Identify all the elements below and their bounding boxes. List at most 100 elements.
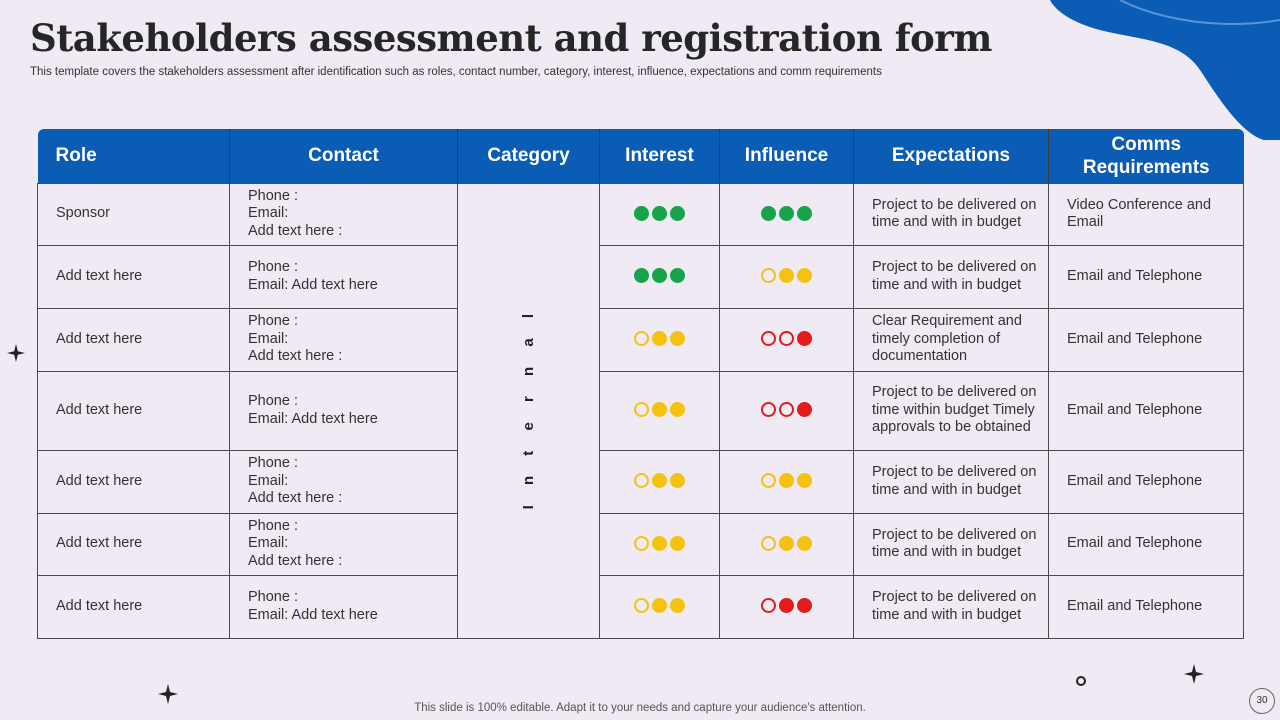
- interest-dot-icon: [652, 268, 667, 284]
- interest-dot-icon: [652, 402, 667, 418]
- cell-role: Add text here: [37, 307, 230, 372]
- contact-line: Email:: [248, 330, 289, 347]
- influence-dot-icon: [761, 268, 776, 284]
- cell-expectations: Project to be delivered on time and with…: [853, 512, 1049, 576]
- influence-dot-icon: [797, 473, 812, 489]
- influence-dot-icon: [797, 598, 812, 614]
- cell-comms: Email and Telephone: [1048, 574, 1244, 639]
- cell-comms: Email and Telephone: [1048, 370, 1244, 451]
- page-subtitle: This template covers the stakeholders as…: [30, 66, 882, 78]
- interest-dot-icon: [652, 205, 667, 221]
- cell-contact: Phone : Email: Add text here :: [229, 449, 458, 514]
- interest-dot-icon: [634, 535, 649, 551]
- cell-influence: [719, 512, 854, 576]
- header-influence: Influence: [719, 129, 854, 183]
- interest-dot-icon: [670, 598, 685, 614]
- contact-line: Add text here :: [248, 490, 343, 507]
- interest-dot-icon: [652, 473, 667, 489]
- influence-dot-icon: [779, 402, 794, 418]
- contact-line: Add text here :: [248, 552, 343, 569]
- influence-dot-icon: [797, 535, 812, 551]
- cell-interest: [599, 449, 720, 514]
- interest-dot-icon: [634, 331, 649, 347]
- contact-line: Phone :: [248, 187, 298, 204]
- influence-dot-icon: [761, 473, 776, 489]
- cell-comms: Email and Telephone: [1048, 244, 1244, 309]
- table-header-row: Role Contact Category Interest Influence…: [37, 129, 1244, 183]
- interest-dot-icon: [670, 205, 685, 221]
- contact-line: Phone :: [248, 517, 298, 534]
- cell-contact: Phone : Email: Add text here: [229, 370, 458, 451]
- header-contact: Contact: [229, 129, 458, 183]
- cell-expectations: Project to be delivered on time and with…: [853, 182, 1049, 246]
- contact-line: Phone :: [248, 313, 298, 330]
- header-comms-requirements: Comms Requirements: [1048, 129, 1244, 183]
- cell-comms: Video Conference and Email: [1048, 182, 1244, 246]
- cell-role: Add text here: [37, 574, 230, 639]
- table-row: Add text here Phone : Email: Add text here…: [37, 244, 1244, 309]
- contact-line: Email:: [248, 205, 289, 222]
- contact-line: Add text here :: [248, 348, 343, 365]
- contact-line: Phone :: [248, 589, 298, 605]
- cell-expectations: Project to be delivered on time and with…: [853, 244, 1049, 309]
- cell-contact: Phone : Email: Add text here :: [229, 182, 458, 246]
- sparkle-icon: [7, 344, 25, 362]
- header-expectations: Expectations: [853, 129, 1049, 183]
- cell-interest: [599, 574, 720, 639]
- table-row: Add text here Phone : Email: Add text here …: [37, 307, 1244, 372]
- cell-comms: Email and Telephone: [1048, 512, 1244, 576]
- cell-influence: [719, 449, 854, 514]
- interest-dot-icon: [670, 402, 685, 418]
- cell-interest: [599, 244, 720, 309]
- header-category: Category: [457, 129, 600, 183]
- cell-influence: [719, 370, 854, 451]
- influence-dot-icon: [761, 331, 776, 347]
- contact-line: Email: Add text here: [248, 606, 378, 623]
- sparkle-icon: [158, 684, 178, 704]
- interest-dot-icon: [634, 268, 649, 284]
- table-row: Add text here Phone : Email: Add text here …: [37, 512, 1244, 576]
- cell-influence: [719, 307, 854, 372]
- cell-expectations: Clear Requirement and timely completion …: [853, 307, 1049, 372]
- cell-expectations: Project to be delivered on time and with…: [853, 449, 1049, 514]
- cell-contact: Phone : Email: Add text here :: [229, 512, 458, 576]
- stakeholder-table-container: Role Contact Category Interest Influence…: [37, 129, 1244, 639]
- cell-contact: Phone : Email: Add text here: [229, 244, 458, 309]
- cell-expectations: Project to be delivered on time within b…: [853, 370, 1049, 451]
- page-number: 30: [1249, 688, 1275, 714]
- header-role: Role: [37, 129, 230, 183]
- interest-dot-icon: [652, 598, 667, 614]
- contact-line: Email: Add text here: [248, 276, 378, 293]
- interest-dot-icon: [634, 402, 649, 418]
- decorative-blob: [1050, 0, 1280, 140]
- table-row: Add text here Phone : Email: Add text here…: [37, 370, 1244, 451]
- influence-dot-icon: [761, 402, 776, 418]
- contact-line: Phone :: [248, 455, 298, 472]
- cell-comms: Email and Telephone: [1048, 449, 1244, 514]
- influence-dot-icon: [779, 473, 794, 489]
- cell-influence: [719, 244, 854, 309]
- cell-role: Add text here: [37, 512, 230, 576]
- table-row: Add text here Phone : Email: Add text here …: [37, 449, 1244, 514]
- table-row: Sponsor Phone : Email: Add text here :I n t…: [37, 182, 1244, 639]
- influence-dot-icon: [779, 535, 794, 551]
- interest-dot-icon: [634, 473, 649, 489]
- contact-line: Email:: [248, 472, 289, 489]
- interest-dot-icon: [670, 535, 685, 551]
- category-label: I n t e r n a l: [519, 306, 537, 510]
- influence-dot-icon: [797, 268, 812, 284]
- interest-dot-icon: [670, 473, 685, 489]
- contact-line: Email:: [248, 535, 289, 552]
- influence-dot-icon: [779, 205, 794, 221]
- ring-decoration: [1076, 676, 1086, 686]
- influence-dot-icon: [797, 402, 812, 418]
- influence-dot-icon: [779, 598, 794, 614]
- cell-role: Sponsor: [37, 182, 230, 246]
- cell-role: Add text here: [37, 370, 230, 451]
- interest-dot-icon: [670, 268, 685, 284]
- table-row: Add text here Phone : Email: Add text here…: [37, 574, 1244, 639]
- page-title: Stakeholders assessment and registration…: [30, 16, 992, 60]
- cell-interest: [599, 182, 720, 246]
- cell-expectations: Project to be delivered on time and with…: [853, 574, 1049, 639]
- influence-dot-icon: [797, 331, 812, 347]
